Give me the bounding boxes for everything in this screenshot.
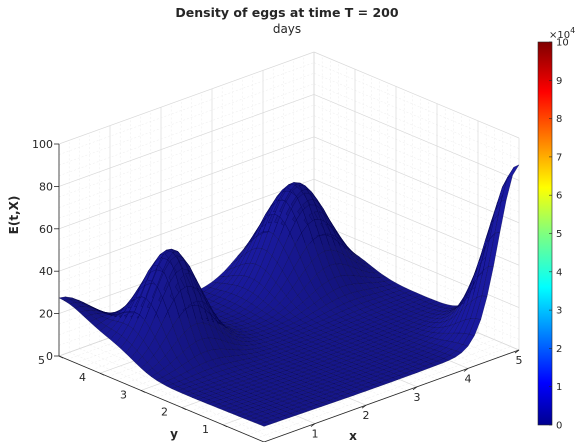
y-tick-label: 2 xyxy=(161,406,168,419)
y-axis-line xyxy=(58,355,265,442)
chart-title: Density of eggs at time T = 200 xyxy=(175,5,398,20)
x-tick-mark xyxy=(361,404,367,409)
grid-line xyxy=(58,51,315,145)
y-tick-label: 0 xyxy=(243,440,250,442)
x-tick-mark xyxy=(463,368,469,372)
colorbar-tick-label: 7 xyxy=(556,152,562,163)
y-tick-label: 4 xyxy=(79,371,86,384)
grid-line xyxy=(58,104,315,198)
y-tick-label: 3 xyxy=(120,388,127,401)
grid-line xyxy=(58,136,315,230)
y-tick-mark xyxy=(140,390,146,393)
x-axis-line xyxy=(263,349,520,442)
x-tick-mark xyxy=(310,423,316,427)
colorbar-tick-label: 3 xyxy=(556,306,562,317)
y-tick-mark xyxy=(58,355,64,359)
grid-line xyxy=(313,147,520,234)
grid-line xyxy=(313,62,520,149)
x-tick-label: 3 xyxy=(414,391,421,404)
colorbar-tick-label: 8 xyxy=(556,114,562,125)
grid-line xyxy=(58,157,315,251)
grid-line xyxy=(58,115,315,208)
x-axis-label: x xyxy=(349,429,357,442)
z-tick-label: 0 xyxy=(46,350,53,363)
grid-line xyxy=(313,72,520,160)
y-tick-mark xyxy=(222,424,228,428)
colorbar-tick-label: 0 xyxy=(556,421,562,432)
grid-line xyxy=(313,157,520,245)
grid-line xyxy=(58,178,315,272)
x-tick-label: 4 xyxy=(465,372,472,385)
colorbar: 0 1 2 3 4 5 6 7 8 9 10 ×104 xyxy=(537,26,575,432)
grid-line xyxy=(313,83,520,171)
colorbar-tick-label: 9 xyxy=(556,76,562,87)
x-tick-mark xyxy=(412,386,418,391)
surface-mesh xyxy=(58,164,520,427)
grid-line xyxy=(58,62,315,155)
surface-patch xyxy=(507,164,520,178)
x-tick-mark xyxy=(514,349,520,354)
grid-line xyxy=(58,83,315,177)
colorbar-tick-label: 6 xyxy=(556,191,562,202)
grid-line xyxy=(58,147,315,240)
x-tick-label: 1 xyxy=(312,428,319,441)
colorbar-tick-label: 2 xyxy=(556,344,562,355)
grid-line xyxy=(313,125,520,213)
axis-frame xyxy=(54,143,520,442)
y-axis-label: y xyxy=(170,427,178,441)
z-axis-label: E(t,X) xyxy=(7,196,21,235)
grid-line xyxy=(313,136,520,224)
grid-line xyxy=(313,51,520,139)
grid-line xyxy=(255,346,511,439)
chart-subtitle: days xyxy=(273,22,301,36)
colorbar-tick-label: 1 xyxy=(556,382,562,393)
z-tick-label: 60 xyxy=(39,223,53,236)
y-tick-mark xyxy=(181,407,187,410)
grid-line xyxy=(313,168,520,255)
x-tick-label: 2 xyxy=(363,409,370,422)
colorbar-tick-label: 10 xyxy=(556,38,569,49)
x-tick-label: 5 xyxy=(516,354,523,367)
y-tick-mark xyxy=(99,372,105,376)
grid-line xyxy=(313,94,520,181)
grid-line xyxy=(58,125,315,219)
grid-line xyxy=(58,94,315,187)
grid-line xyxy=(247,342,503,436)
y-tick-label: 5 xyxy=(38,354,45,367)
z-tick-label: 20 xyxy=(39,308,53,321)
colorbar-exponent: ×104 xyxy=(549,26,575,41)
z-tick-label: 40 xyxy=(39,265,53,278)
colorbar-tick-label: 4 xyxy=(556,267,562,278)
colorbar-tick-label: 5 xyxy=(556,229,562,240)
grid-line xyxy=(58,168,315,261)
z-tick-label: 80 xyxy=(39,180,53,193)
grid-line xyxy=(69,352,275,439)
grid-line xyxy=(313,104,520,192)
y-tick-label: 1 xyxy=(202,423,209,436)
z-tick-label: 100 xyxy=(32,138,53,151)
grid-line xyxy=(58,72,315,166)
grid-line xyxy=(313,115,520,202)
tick-labels: 012345012345020406080100 xyxy=(32,138,523,442)
